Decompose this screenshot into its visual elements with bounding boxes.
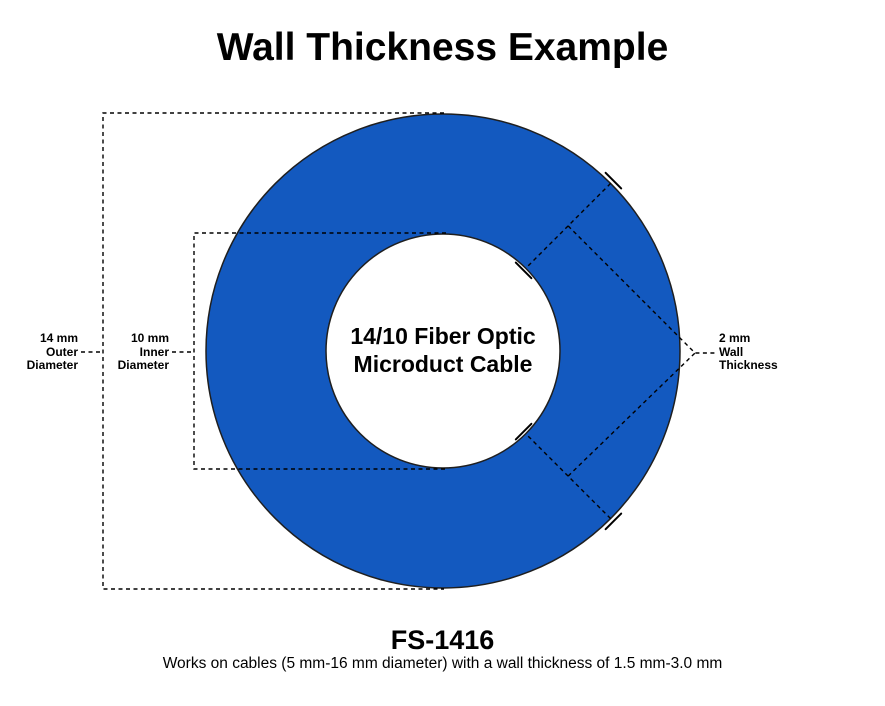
inner-diameter-word2: Diameter — [117, 358, 169, 372]
page-title: Wall Thickness Example — [216, 26, 669, 69]
wall-thickness-word1: Wall — [719, 344, 744, 359]
inner-diameter-bracket — [193, 232, 446, 470]
measurement-tick-marks — [514, 171, 623, 531]
outer-diameter-word1: Outer — [45, 344, 78, 359]
wall-thickness-word2: Thickness — [719, 358, 778, 372]
product-model: FS-1416 — [390, 625, 495, 655]
tick-inner-top — [514, 261, 533, 280]
inner-diameter-word1: Inner — [139, 344, 169, 359]
outer-diameter-bracket — [102, 112, 444, 590]
outer-diameter-label: 14 mm Outer Diameter — [26, 331, 78, 373]
cable-label-line1: 14/10 Fiber Optic — [350, 323, 536, 349]
tick-outer-bottom — [604, 512, 623, 531]
cable-center-label: 14/10 Fiber Optic Microduct Cable — [350, 322, 535, 378]
inner-diameter-label: 10 mm Inner Diameter — [117, 331, 169, 373]
inner-diameter-value: 10 mm — [130, 331, 169, 345]
dashed-annotation-lines — [81, 112, 716, 590]
outer-diameter-word2: Diameter — [26, 358, 78, 372]
wall-thickness-label: 2 mm Wall Thickness — [719, 331, 778, 373]
wall-measurement-top — [525, 182, 612, 269]
outer-diameter-value: 14 mm — [39, 331, 78, 345]
product-description: Works on cables (5 mm-16 mm diameter) wi… — [162, 655, 723, 672]
cable-label-line2: Microduct Cable — [353, 351, 533, 377]
cable-inner-bore-circle — [325, 233, 561, 469]
tick-outer-top — [604, 171, 623, 190]
wall-thickness-value: 2 mm — [719, 331, 751, 345]
tick-inner-bottom — [514, 422, 533, 441]
